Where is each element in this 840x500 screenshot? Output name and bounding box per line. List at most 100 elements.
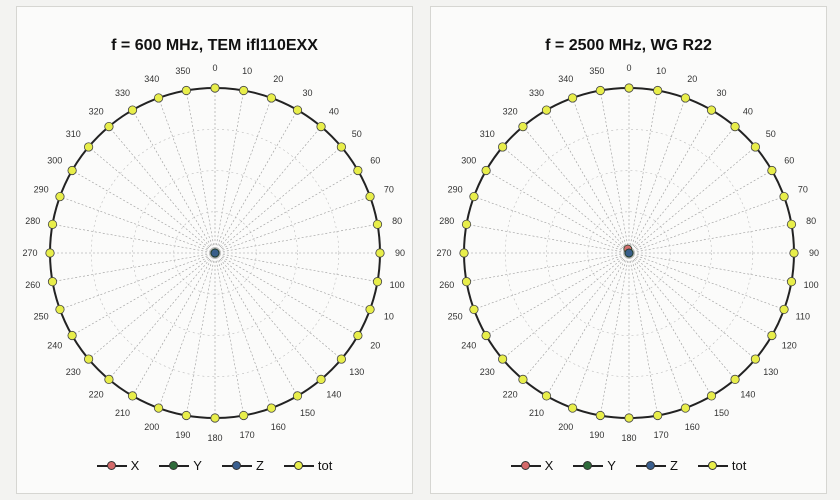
series-tot-point xyxy=(292,391,303,401)
series-z xyxy=(210,248,220,258)
theta-tick-label: 200 xyxy=(144,422,159,432)
grid-spoke xyxy=(214,90,244,254)
theta-tick-label: 300 xyxy=(47,156,62,166)
series-tot-point xyxy=(567,403,578,413)
grid-spoke xyxy=(628,252,756,360)
grid-spoke xyxy=(108,126,216,254)
grid-spoke xyxy=(132,252,216,397)
theta-tick-label: 200 xyxy=(558,422,573,432)
grid-spoke xyxy=(628,97,686,254)
grid-spoke xyxy=(572,97,630,254)
grid-spoke xyxy=(214,126,322,254)
theta-tick-label: 280 xyxy=(25,216,40,226)
series-tot-point xyxy=(518,122,528,132)
grid-spoke xyxy=(214,252,322,380)
theta-tick-label: 340 xyxy=(558,74,573,84)
series-tot-point xyxy=(750,142,760,152)
series-tot-point xyxy=(653,85,663,96)
series-tot-point xyxy=(461,219,472,229)
theta-tick-label: 140 xyxy=(326,390,341,400)
grid-spoke xyxy=(158,97,216,254)
theta-tick-label: 330 xyxy=(115,88,130,98)
series-tot-point xyxy=(153,93,164,103)
legend-swatch-z xyxy=(221,460,252,471)
theta-tick-label: 80 xyxy=(392,216,402,226)
grid-spoke xyxy=(52,224,216,254)
series-tot-point xyxy=(767,165,777,176)
grid-spoke xyxy=(214,252,244,416)
grid-spoke xyxy=(186,252,216,416)
legend-swatch-y xyxy=(159,460,190,471)
theta-tick-label: 40 xyxy=(743,106,753,116)
theta-tick-label: 310 xyxy=(66,129,81,139)
grid-spoke xyxy=(214,146,342,254)
legend-item-z: Z xyxy=(635,458,678,473)
theta-tick-label: 290 xyxy=(34,185,49,195)
series-tot-point xyxy=(706,105,717,115)
series-tot-point xyxy=(481,330,491,341)
grid-spoke xyxy=(600,90,630,254)
grid-spoke xyxy=(628,90,658,254)
series-tot-point xyxy=(210,83,220,93)
grid-spoke xyxy=(59,252,216,310)
theta-tick-label: 0 xyxy=(212,63,217,73)
grid-spoke xyxy=(214,224,378,254)
theta-tick-label: 40 xyxy=(329,106,339,116)
series-tot-point xyxy=(47,219,58,229)
chart-panel-600mhz: f = 600 MHz, TEM ifl110EXX 0 10 20 30 40 50 60… xyxy=(16,6,413,494)
theta-tick-label: 50 xyxy=(766,129,776,139)
grid-spoke xyxy=(628,252,792,282)
theta-tick-label: 240 xyxy=(461,341,476,351)
grid-spoke xyxy=(502,252,630,360)
theta-tick-label: 340 xyxy=(144,74,159,84)
theta-tick-label: 320 xyxy=(89,106,104,116)
grid-spoke xyxy=(88,146,216,254)
grid-spoke xyxy=(485,252,630,336)
grid-spoke xyxy=(214,252,371,310)
legend-label-z: Z xyxy=(255,458,264,473)
theta-tick-label: 320 xyxy=(503,106,518,116)
grid-spoke xyxy=(600,252,630,416)
grid-spoke xyxy=(214,252,378,282)
series-tot-point xyxy=(153,403,164,413)
theta-tick-label: 20 xyxy=(687,74,697,84)
polar-plot-600mhz: 0 10 20 30 40 50 60 70 80 90 100 10 20 130 140 150 160 17… xyxy=(22,63,405,443)
series-tot-point xyxy=(624,413,634,423)
grid-spoke xyxy=(546,109,630,254)
grid-spoke xyxy=(214,196,371,254)
theta-tick-label: 230 xyxy=(480,367,495,377)
theta-tick-label: 250 xyxy=(448,311,463,321)
series-tot-point xyxy=(336,142,346,152)
grid-ring xyxy=(587,211,671,295)
grid-spoke xyxy=(52,252,216,282)
theta-tick-label: 10 xyxy=(384,311,394,321)
series-tot-point xyxy=(498,354,508,364)
series-tot-point xyxy=(67,330,77,341)
series-tot-point xyxy=(104,122,114,132)
grid-spoke xyxy=(628,252,785,310)
grid-spoke xyxy=(628,126,736,254)
legend-label-y: Y xyxy=(607,458,616,473)
series-z xyxy=(624,248,634,258)
grid-spoke xyxy=(214,252,272,409)
series-tot-point xyxy=(375,248,385,258)
series-tot-point xyxy=(624,83,634,93)
chart-title: f = 2500 MHz, WG R22 xyxy=(545,37,712,54)
grid-ring xyxy=(90,128,340,378)
series-tot-point xyxy=(680,403,691,413)
grid-spoke xyxy=(628,252,736,380)
legend-item-tot: tot xyxy=(283,458,332,473)
series-tot-point xyxy=(84,142,94,152)
legend-label-tot: tot xyxy=(731,458,747,473)
grid-spoke xyxy=(628,196,785,254)
series-tot-point xyxy=(127,391,138,401)
series-tot-point xyxy=(55,304,65,315)
legend-swatch-z xyxy=(635,460,666,471)
theta-tick-label: 260 xyxy=(439,280,454,290)
legend-label-z: Z xyxy=(669,458,678,473)
theta-tick-label: 190 xyxy=(589,430,604,440)
grid-spoke xyxy=(628,224,792,254)
grid-spoke xyxy=(59,196,216,254)
theta-tick-label: 230 xyxy=(66,367,81,377)
theta-tick-label: 300 xyxy=(461,156,476,166)
